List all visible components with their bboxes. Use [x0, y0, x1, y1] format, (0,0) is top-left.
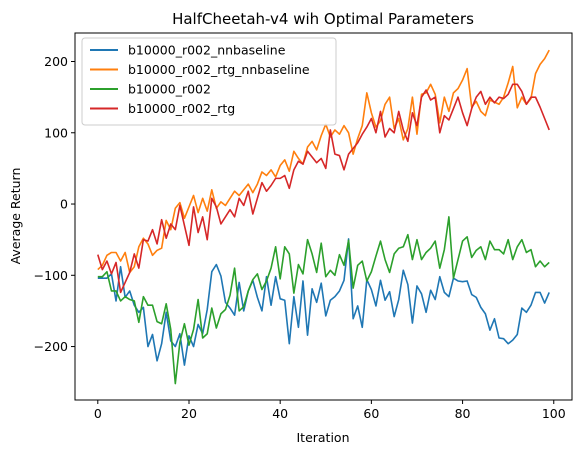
x-axis-label: Iteration	[296, 430, 349, 445]
series-line-b10000_r002	[97, 216, 550, 385]
x-tick-label: 80	[455, 406, 471, 421]
series-line-b10000_r002_rtg	[97, 83, 550, 294]
y-tick-label: −200	[34, 339, 68, 354]
x-tick-label: 60	[363, 406, 379, 421]
legend-entry: b10000_r002	[128, 82, 211, 97]
y-tick-label: −100	[34, 268, 68, 283]
y-tick-label: 0	[60, 197, 68, 212]
plot-frame	[74, 32, 573, 401]
x-tick-label: 0	[94, 406, 102, 421]
legend: b10000_r002_nnbaseline b10000_r002_rtg_nn…	[81, 37, 337, 126]
legend-box	[81, 37, 337, 126]
x-tick-label: 20	[181, 406, 197, 421]
x-tick-label: 100	[542, 406, 566, 421]
y-axis-label: Average Return	[8, 168, 23, 265]
legend-entry: b10000_r002_nnbaseline	[128, 43, 286, 58]
x-axis: 0 20 40 60 80 100	[94, 400, 566, 421]
legend-entry: b10000_r002_rtg	[128, 101, 235, 116]
x-tick-label: 40	[272, 406, 288, 421]
y-tick-label: 100	[44, 125, 68, 140]
y-axis: −200 −100 0 100 200	[34, 54, 75, 354]
legend-entry: b10000_r002_rtg_nnbaseline	[128, 62, 310, 77]
chart-title: HalfCheetah-v4 wih Optimal Parameters	[172, 10, 474, 28]
series-line-b10000_r002_nnbaseline	[97, 238, 550, 366]
y-tick-label: 200	[44, 54, 68, 69]
